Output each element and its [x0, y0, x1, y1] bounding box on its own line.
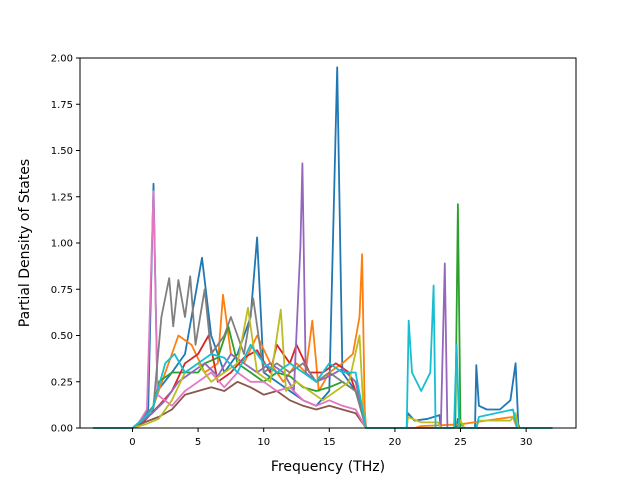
series-line-10	[93, 284, 553, 429]
x-axis-label: Frequency (THz)	[271, 459, 385, 475]
y-tick-label: 0.25	[51, 377, 73, 388]
x-tick-label: 25	[454, 437, 467, 448]
x-axis-ticks: 0 5 10 15 20 25 30	[129, 428, 533, 448]
y-tick-label: 0.75	[51, 285, 73, 296]
x-tick-label: 30	[520, 437, 533, 448]
y-tick-label: 0.50	[51, 331, 73, 342]
y-tick-label: 1.25	[51, 192, 73, 203]
x-tick-label: 20	[389, 437, 402, 448]
series-line-8	[93, 275, 553, 429]
x-tick-label: 5	[195, 437, 201, 448]
x-tick-label: 0	[129, 437, 135, 448]
y-tick-label: 0.00	[51, 424, 73, 435]
y-axis-ticks: 0.00 0.25 0.50 0.75 1.00 1.25 1.50 1.75 2.00	[51, 54, 80, 435]
series-line-6	[93, 380, 553, 429]
y-tick-label: 1.00	[51, 239, 73, 250]
y-tick-label: 1.50	[51, 146, 73, 157]
y-tick-label: 1.75	[51, 100, 73, 111]
x-tick-label: 10	[257, 437, 270, 448]
y-tick-label: 2.00	[51, 54, 73, 65]
x-tick-label: 15	[323, 437, 336, 448]
series-line-2	[93, 253, 553, 429]
series-lines	[93, 66, 553, 429]
y-axis-label: Partial Density of States	[17, 159, 33, 327]
